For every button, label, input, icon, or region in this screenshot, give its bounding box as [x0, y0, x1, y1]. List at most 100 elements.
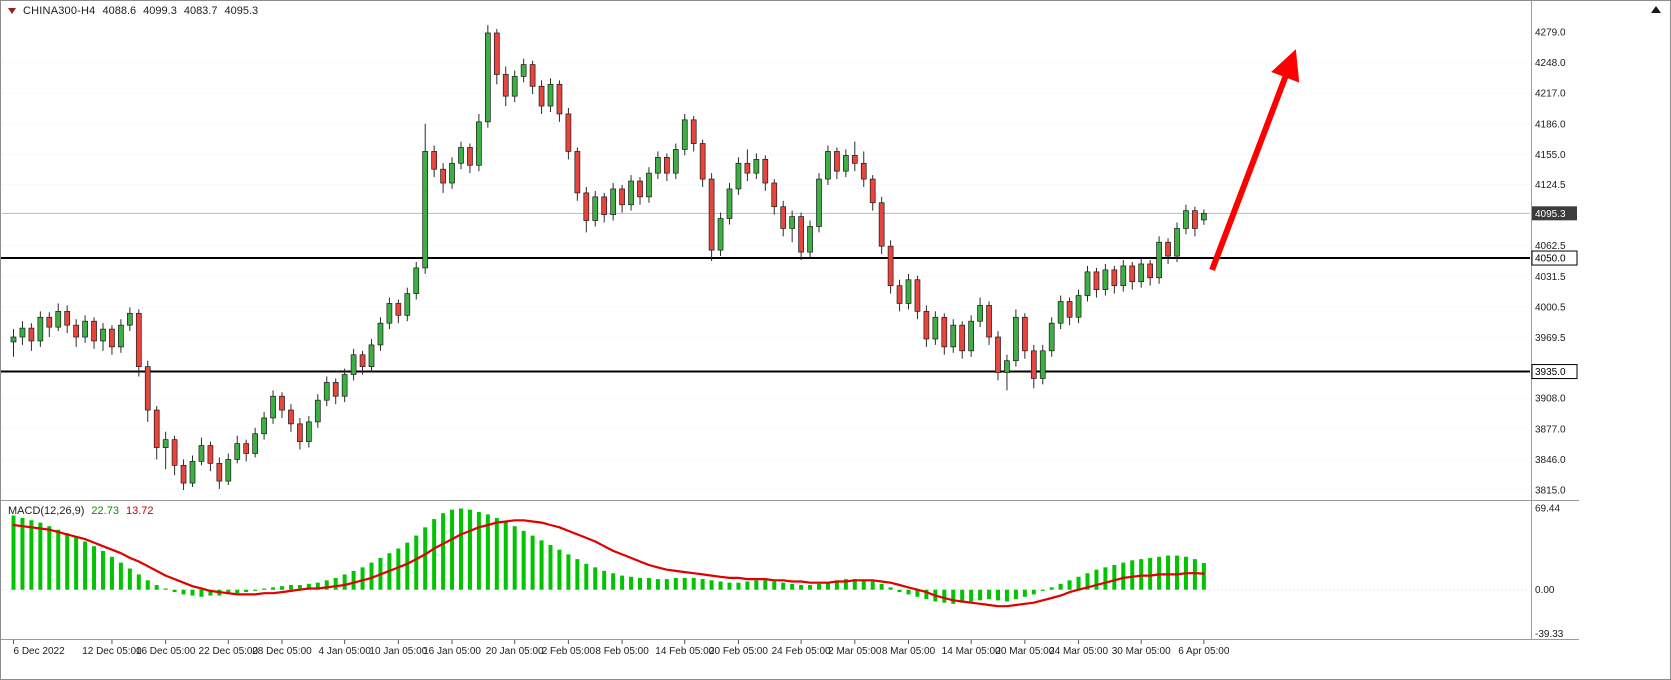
candle-body — [10, 336, 17, 343]
candle-body — [1192, 210, 1198, 229]
candle-body — [82, 320, 88, 338]
candle-body — [816, 178, 822, 227]
time-axis-label: 20 Mar 05:00 — [995, 646, 1054, 657]
candle-body — [1156, 241, 1162, 279]
candle-body — [476, 121, 482, 166]
candle-body — [431, 151, 437, 170]
candle-body — [37, 316, 44, 342]
macd-histogram-bar — [1192, 559, 1197, 590]
macd-signal-value: 13.72 — [125, 505, 154, 517]
trend-arrow-annotation[interactable] — [1209, 49, 1300, 271]
candle-body — [306, 421, 312, 442]
price-axis-label: 4000.5 — [1535, 302, 1566, 313]
macd-histogram-bar — [951, 589, 956, 604]
price-axis-label: 4062.5 — [1535, 241, 1566, 252]
macd-histogram-bar — [763, 580, 768, 590]
symbol-dropdown-icon[interactable] — [8, 8, 16, 14]
macd-histogram-bar — [852, 579, 857, 590]
macd-histogram-bar — [56, 529, 61, 590]
chart-shift-marker[interactable] — [1651, 6, 1661, 13]
candle-body — [619, 188, 625, 206]
macd-histogram-bar — [83, 541, 88, 590]
candle-body — [449, 162, 455, 184]
price-axis-label: 3815.0 — [1535, 486, 1566, 497]
candle-body — [1147, 263, 1154, 279]
macd-histogram-bar — [1112, 565, 1117, 590]
candle-body — [672, 149, 679, 174]
macd-histogram-bar — [271, 587, 276, 590]
time-axis-label: 2 Feb 05:00 — [542, 646, 596, 657]
macd-histogram-bar — [530, 535, 535, 590]
macd-histogram-bar — [888, 587, 893, 590]
macd-histogram-bar — [476, 512, 481, 590]
macd-histogram-bar — [1067, 580, 1072, 590]
macd-histogram-bar — [226, 589, 231, 595]
candle-body — [135, 312, 142, 367]
bid-price-tag-label: 4095.3 — [1535, 209, 1566, 220]
candle-body — [1102, 269, 1109, 290]
macd-histogram-bar — [611, 573, 616, 590]
candle-body — [243, 443, 250, 454]
macd-histogram-bar — [65, 533, 70, 590]
price-gridlines — [2, 31, 1530, 491]
candle-body — [878, 202, 885, 247]
candle-body — [941, 316, 948, 348]
macd-histogram-bar — [638, 577, 642, 590]
macd-histogram-bar — [101, 550, 105, 590]
macd-histogram-bar — [870, 581, 875, 590]
candle-body — [1138, 263, 1145, 283]
low-value: 4083.7 — [183, 5, 218, 17]
candle-body — [270, 395, 276, 419]
macd-histogram-bar — [879, 583, 884, 590]
macd-histogram-bar — [1175, 555, 1179, 590]
macd-histogram-bar — [673, 577, 678, 590]
macd-histogram-bar — [450, 509, 455, 590]
candle-body — [55, 310, 62, 328]
macd-histogram-bar — [602, 570, 607, 590]
macd-histogram-bar — [539, 540, 544, 590]
macd-histogram-bar — [324, 580, 329, 590]
macd-histogram-bar — [808, 585, 813, 590]
candle-body — [1057, 301, 1064, 324]
macd-histogram-bar — [262, 588, 267, 590]
macd-histogram-bar — [423, 527, 428, 590]
time-axis-label: 2 Mar 05:00 — [828, 646, 882, 657]
macd-name: MACD(12,26,9) — [8, 505, 85, 517]
candle-body — [252, 433, 258, 454]
candle-body — [377, 322, 384, 346]
candle-body — [520, 64, 527, 77]
candle-body — [1111, 269, 1118, 287]
macd-histogram-bar — [942, 589, 947, 603]
macd-histogram-bar — [718, 581, 723, 590]
macd-histogram-bar — [1031, 589, 1036, 595]
candle-body — [109, 328, 115, 348]
macd-histogram-bar — [315, 582, 320, 590]
macd-histogram-bar — [306, 583, 311, 590]
macd-histogram-bar — [817, 583, 821, 590]
macd-histogram-bar — [1157, 556, 1162, 590]
candle-body — [646, 172, 652, 198]
macd-histogram-bar — [664, 579, 669, 590]
candle-body — [413, 267, 420, 294]
macd-histogram-bar — [190, 589, 195, 596]
macd-histogram-bar — [459, 508, 463, 590]
time-axis-label: 4 Jan 05:00 — [319, 646, 372, 657]
candle-body — [1030, 350, 1037, 379]
candle-body — [279, 395, 285, 411]
macd-histogram-bar — [38, 522, 43, 590]
candle-body — [538, 85, 545, 107]
macd-histogram-bar — [163, 588, 168, 590]
time-axis-label: 14 Feb 05:00 — [655, 646, 714, 657]
time-axis-label: 6 Apr 05:00 — [1178, 646, 1230, 657]
candle-body — [1021, 316, 1028, 352]
macd-histogram-bar — [1004, 589, 1009, 602]
macd-histogram-bar — [1058, 583, 1063, 590]
price-axis[interactable]: 4279.0 4248.0 4217.0 4186.0 4155.0 4124.5 4062… — [1531, 28, 1578, 497]
macd-histogram-bar — [736, 582, 741, 590]
macd-histogram-bar — [790, 583, 795, 590]
candle-body — [914, 279, 921, 312]
symbol-period-label: CHINA300-H4 — [23, 5, 96, 17]
candle-body — [726, 188, 733, 219]
